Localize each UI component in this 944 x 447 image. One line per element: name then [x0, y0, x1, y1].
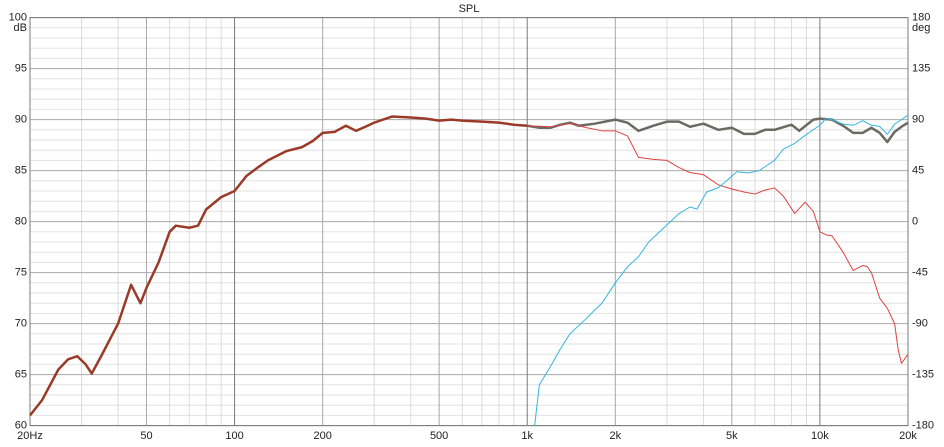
plot-frame — [29, 17, 909, 427]
x-tick-label: 100 — [225, 430, 243, 442]
x-tick-label: 20k — [899, 430, 917, 442]
x-tick-label: 20Hz — [17, 430, 43, 442]
y2-tick-label: 45 — [912, 165, 924, 177]
series-line — [527, 117, 909, 144]
y2-tick-label: -135 — [912, 369, 934, 381]
y-tick-label: 65 — [15, 369, 27, 381]
x-tick-label: 10k — [811, 430, 829, 442]
y2-tick-label: 0 — [912, 216, 918, 228]
y2-tick-label: -45 — [912, 267, 928, 279]
y-tick-label: 70 — [15, 318, 27, 330]
y2-tick-label: 135 — [912, 63, 930, 75]
x-tick-label: 200 — [313, 430, 331, 442]
y-tick-label: 90 — [15, 114, 27, 126]
series-line — [527, 123, 909, 364]
y-tick-label: 75 — [15, 267, 27, 279]
x-tick-label: 1k — [521, 430, 533, 442]
y-tick-label: 60 — [15, 420, 27, 432]
x-tick-label: 2k — [610, 430, 622, 442]
y-tick-label: 100 — [9, 12, 27, 24]
chart-title: SPL — [459, 3, 480, 15]
y2-axis-label: deg — [912, 22, 930, 34]
y-tick-label: 80 — [15, 216, 27, 228]
y-tick-label: 85 — [15, 165, 27, 177]
series-line — [534, 114, 909, 426]
x-tick-label: 5k — [726, 430, 738, 442]
y-tick-label: 95 — [15, 63, 27, 75]
x-tick-label: 50 — [140, 430, 152, 442]
y2-tick-label: -90 — [912, 318, 928, 330]
x-tick-label: 500 — [430, 430, 448, 442]
y2-tick-label: -180 — [912, 420, 934, 432]
y2-tick-label: 90 — [912, 114, 924, 126]
series-line — [29, 115, 528, 417]
y2-tick-label: 180 — [912, 12, 930, 24]
y-axis-label: dB — [14, 22, 27, 34]
